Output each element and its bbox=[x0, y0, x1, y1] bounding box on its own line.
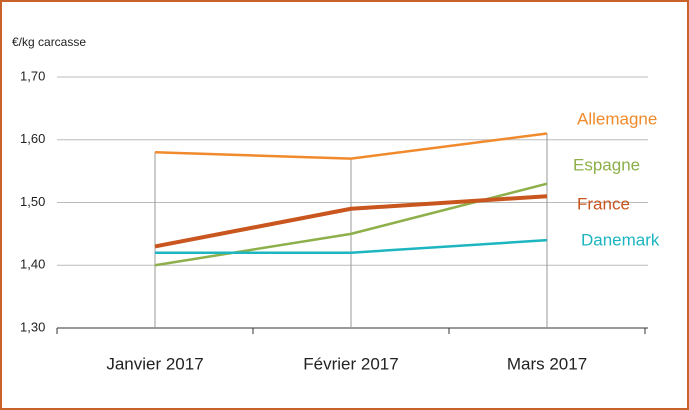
series-label: Allemagne bbox=[577, 109, 657, 128]
x-tick-label: Mars 2017 bbox=[507, 354, 587, 373]
x-tick-label: Janvier 2017 bbox=[106, 354, 203, 373]
x-tick-label: Février 2017 bbox=[303, 354, 398, 373]
y-tick-label: 1,50 bbox=[20, 194, 45, 209]
y-tick-label: 1,30 bbox=[20, 319, 45, 334]
y-tick-label: 1,70 bbox=[20, 68, 45, 83]
series-line bbox=[154, 194, 548, 249]
series-label: Danemark bbox=[581, 230, 660, 249]
series-label: Espagne bbox=[573, 155, 640, 174]
y-axis-label: €/kg carcasse bbox=[12, 35, 86, 49]
series-line bbox=[154, 132, 548, 160]
series-label: France bbox=[577, 194, 630, 213]
series-line bbox=[155, 238, 548, 254]
y-tick-label: 1,60 bbox=[20, 131, 45, 146]
y-tick-label: 1,40 bbox=[20, 257, 45, 272]
